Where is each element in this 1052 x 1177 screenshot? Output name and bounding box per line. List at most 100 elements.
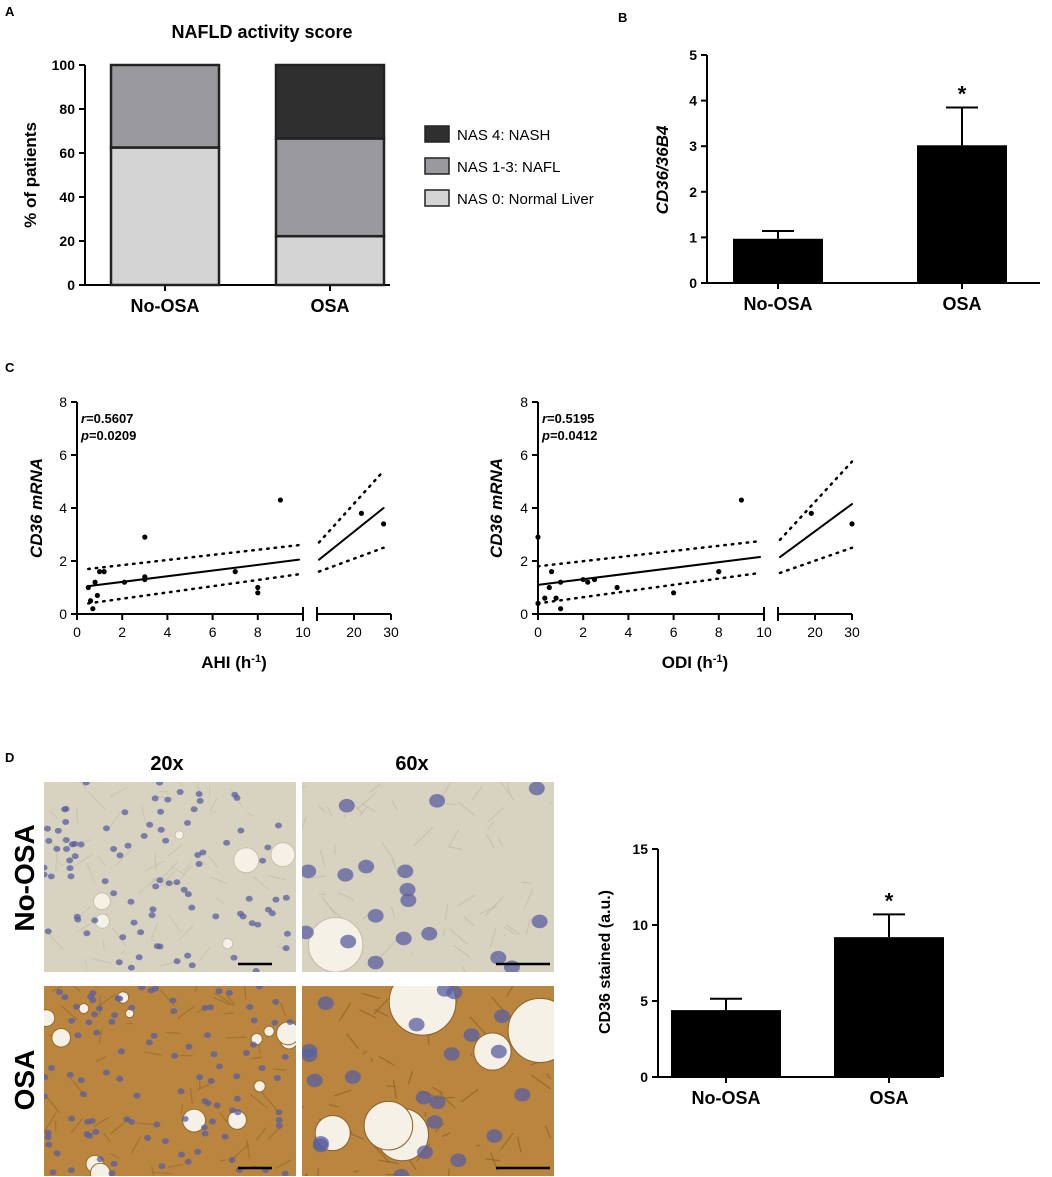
chart-a-bar-segment xyxy=(274,137,386,238)
chart-d-ytick-label: 15 xyxy=(632,841,648,857)
chart-c1-fit-line-right xyxy=(318,507,385,561)
chart-c1-point xyxy=(142,534,148,540)
panel-letter-b: B xyxy=(618,10,627,25)
chart-a-xtick-label: No-OSA xyxy=(131,296,200,316)
chart-c2-ytick-label: 0 xyxy=(520,606,528,622)
chart-c2-point xyxy=(535,600,541,607)
chart-c1-point xyxy=(381,521,387,527)
chart-c2-ytick-label: 6 xyxy=(520,447,528,463)
chart-c2-xtick-label: 4 xyxy=(625,624,633,640)
chart-c1-point xyxy=(94,592,100,599)
chart-c2-point xyxy=(535,534,541,540)
chart-c2-point xyxy=(548,569,555,575)
chart-c2-xlabel-end: ) xyxy=(723,653,729,672)
chart-a-legend-swatch xyxy=(424,125,450,143)
chart-a-legend-label: NAS 1-3: NAFL xyxy=(457,159,560,176)
chart-b-ytick-label: 5 xyxy=(689,47,697,63)
chart-a-stacked-bar: NAFLD activity score % of patients 0 20 40… xyxy=(21,22,594,316)
chart-c1-point xyxy=(255,590,261,596)
chart-c2-ci-lower-left xyxy=(536,571,762,605)
chart-c2-xtick-label: 10 xyxy=(756,624,772,640)
chart-a-ytick-label: 0 xyxy=(67,277,75,293)
chart-c2-point xyxy=(591,576,598,583)
chart-c2-ylabel: CD36 mRNA xyxy=(487,458,506,558)
micro-col-label-60x: 60x xyxy=(395,753,428,775)
chart-c-ahi-scatter: CD36 mRNA 0 2 4 6 8 0 2 4 6 8 10 20 30 AHI (h-1) r=0.5… xyxy=(27,394,399,672)
chart-c2-fit-line-left xyxy=(537,556,761,586)
chart-c1-point xyxy=(277,497,283,503)
chart-a-bar-segment xyxy=(109,146,221,287)
chart-d-xtick-label: OSA xyxy=(869,1088,908,1108)
chart-a-title: NAFLD activity score xyxy=(171,22,352,42)
chart-c2-xtick-label: 8 xyxy=(715,624,723,640)
chart-d-bar: CD36 stained (a.u.) 0 5 10 15 No-OSA OSA * xyxy=(597,841,944,1108)
micro-row-label-no-osa: No-OSA xyxy=(9,824,40,931)
panel-letter-c: C xyxy=(5,360,15,375)
chart-c2-point xyxy=(808,510,814,516)
chart-c1-ci-upper-right xyxy=(317,469,385,544)
chart-a-legend-swatch xyxy=(424,157,450,175)
chart-b-ytick-label: 0 xyxy=(689,275,697,291)
chart-b-bar: CD36/36B4 0 1 2 3 4 5 No-OSA OSA * xyxy=(653,47,1040,314)
chart-c2-xtick-label: 2 xyxy=(579,624,587,640)
chart-c2-ytick-label: 2 xyxy=(520,553,528,569)
chart-c2-point xyxy=(580,576,586,583)
chart-c1-point xyxy=(85,584,91,591)
chart-c2-point xyxy=(558,579,564,585)
chart-c1-stat-r: r=0.5607 xyxy=(81,411,133,426)
chart-c1-ytick-label: 4 xyxy=(59,500,67,516)
chart-c2-xtick-label: 20 xyxy=(807,624,823,640)
chart-d-ylabel: CD36 stained (a.u.) xyxy=(597,890,614,1034)
chart-c2-stat-r: r=0.5195 xyxy=(542,411,594,426)
chart-c1-point xyxy=(90,606,96,612)
chart-c2-point xyxy=(585,579,591,585)
chart-c1-point xyxy=(232,569,238,575)
chart-d-xtick-label: No-OSA xyxy=(692,1088,761,1108)
chart-b-ytick-label: 4 xyxy=(689,93,697,109)
chart-b-significance: * xyxy=(958,81,967,106)
chart-c1-point xyxy=(358,510,364,516)
chart-c2-ytick-label: 4 xyxy=(520,500,528,516)
chart-c2-point xyxy=(614,584,620,591)
chart-c1-ci-lower-left xyxy=(87,573,301,605)
chart-a-bar-segment xyxy=(109,63,221,149)
chart-c2-fit-line-right xyxy=(779,503,853,559)
chart-d-bar xyxy=(671,1010,781,1077)
chart-c2-point xyxy=(546,584,552,591)
chart-c2-xlabel: ODI (h-1) xyxy=(662,653,728,672)
micrograph-no-osa-60x xyxy=(302,782,554,972)
chart-c1-xtick-label: 4 xyxy=(164,624,172,640)
chart-c1-xtick-label: 20 xyxy=(346,624,362,640)
chart-a-legend-label: NAS 0: Normal Liver xyxy=(457,191,594,208)
chart-c1-ytick-label: 2 xyxy=(59,553,67,569)
chart-c1-point xyxy=(142,574,148,580)
chart-c2-xtick-label: 30 xyxy=(844,624,860,640)
chart-c1-point xyxy=(101,569,107,575)
chart-c1-stat-p: p=0.0209 xyxy=(80,428,136,443)
chart-c2-point xyxy=(716,569,722,575)
chart-b-ytick-label: 2 xyxy=(689,184,697,200)
micrograph-no-osa-20x xyxy=(44,782,296,972)
chart-c1-xtick-label: 30 xyxy=(383,624,399,640)
chart-c2-ci-upper-right xyxy=(778,460,854,542)
chart-c1-xtick-label: 10 xyxy=(295,624,311,640)
chart-b-ylabel: CD36/36B4 xyxy=(653,125,672,214)
chart-a-ylabel: % of patients xyxy=(21,122,40,228)
chart-c2-ci-lower-right xyxy=(778,546,854,575)
chart-c2-xlabel-main: ODI (h xyxy=(662,653,713,672)
chart-d-ytick-label: 5 xyxy=(640,993,648,1009)
chart-c2-stat-p: p=0.0412 xyxy=(541,428,597,443)
chart-c1-ytick-label: 6 xyxy=(59,447,67,463)
chart-c1-ci-upper-left xyxy=(87,543,301,571)
micrograph-grid: 20x 60x No-OSA OSA xyxy=(9,753,554,1176)
chart-d-significance: * xyxy=(885,888,894,913)
chart-c1-point xyxy=(97,569,103,575)
chart-c1-xtick-label: 2 xyxy=(118,624,126,640)
chart-a-ytick-label: 40 xyxy=(59,189,75,205)
chart-c1-xtick-label: 6 xyxy=(209,624,217,640)
chart-b-xtick-label: OSA xyxy=(942,294,981,314)
chart-b-ytick-label: 3 xyxy=(689,138,697,154)
panel-letter-a: A xyxy=(5,4,15,19)
chart-c1-point xyxy=(121,579,128,585)
micro-col-label-20x: 20x xyxy=(150,753,183,775)
